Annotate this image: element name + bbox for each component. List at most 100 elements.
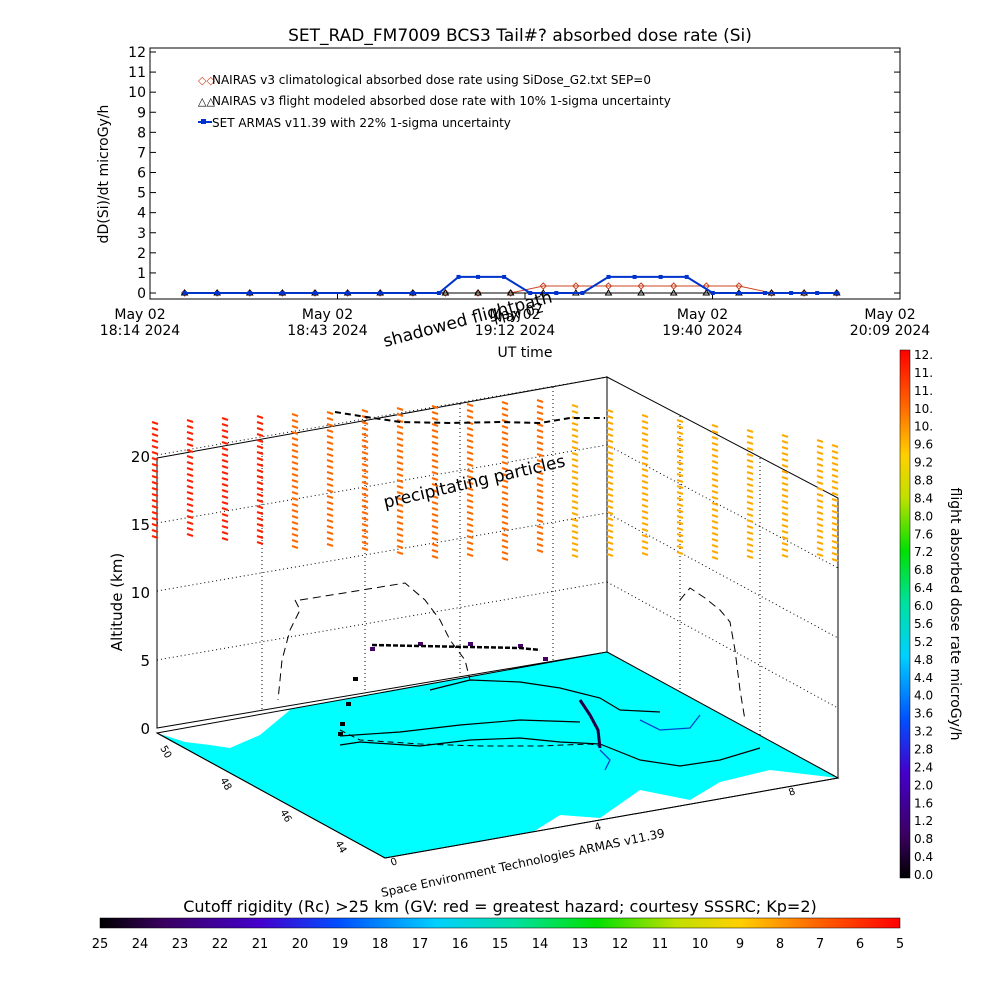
series-point	[763, 291, 767, 295]
particle-mark	[256, 451, 264, 455]
particle-mark	[571, 512, 579, 516]
particle-mark	[291, 527, 299, 531]
particle-mark	[746, 441, 754, 445]
series-point	[456, 274, 461, 279]
legend-label-nairas-flight: NAIRAS v3 flight modeled absorbed dose r…	[212, 94, 671, 108]
particle-mark	[501, 431, 509, 435]
front-edge-left	[156, 732, 386, 859]
particle-mark	[431, 489, 439, 493]
particle-mark	[711, 502, 719, 506]
flight-path-descent	[578, 699, 602, 749]
particle-mark	[536, 495, 544, 499]
particle-mark	[711, 448, 719, 452]
legend-item-nairas-flight: △△ NAIRAS v3 flight modeled absorbed dos…	[198, 94, 671, 108]
particle-mark	[746, 459, 754, 463]
ground-y-tick: 0	[389, 856, 399, 869]
dose-colorbar: 12. 11. 11. 10. 10. 9.6 9.2 8.8 8.4 8.0 7.6 7.2 6.8 6…	[899, 348, 963, 882]
particle-mark	[831, 552, 839, 556]
dose-colorbar-tick: 9.6	[914, 438, 933, 452]
rigidity-colorbar-tick: 10	[692, 937, 709, 952]
shadowed-flightpath-back	[334, 411, 605, 425]
particle-mark	[361, 433, 369, 437]
particle-mark	[326, 513, 334, 517]
particle-mark	[536, 549, 544, 553]
flight-path-point	[346, 702, 351, 706]
particle-mark	[501, 413, 509, 417]
particle-mark	[641, 432, 649, 436]
particle-mark	[816, 547, 824, 551]
series-point	[735, 282, 743, 290]
particle-mark	[536, 399, 544, 403]
particle-mark	[746, 495, 754, 499]
particle-mark	[571, 530, 579, 534]
particle-mark	[396, 503, 404, 507]
particle-mark	[221, 435, 229, 439]
particle-mark	[711, 490, 719, 494]
dose-colorbar-tick: 4.0	[914, 689, 933, 703]
particle-mark	[151, 475, 159, 479]
particle-mark	[361, 475, 369, 479]
particle-mark	[326, 429, 334, 433]
dose-colorbar-tick: 6.8	[914, 563, 933, 577]
particle-mark	[536, 471, 544, 475]
particle-mark	[431, 477, 439, 481]
particle-mark	[431, 549, 439, 553]
front-edge-right	[384, 777, 839, 859]
particle-mark	[501, 545, 509, 549]
particle-mark	[326, 537, 334, 541]
particle-mark	[536, 453, 544, 457]
particle-mark	[501, 425, 509, 429]
rigidity-colorbar-tick: 12	[612, 937, 629, 952]
particle-mark	[676, 497, 684, 501]
rigidity-colorbar-tick: 6	[856, 937, 864, 952]
shadowed-flightpath-right	[679, 587, 746, 721]
particle-mark	[501, 503, 509, 507]
particle-mark	[536, 543, 544, 547]
particle-mark	[361, 493, 369, 497]
dose-colorbar-tick: 2.8	[914, 742, 933, 756]
particle-mark	[831, 462, 839, 466]
particle-mark	[781, 530, 789, 534]
timeseries-xlabel: UT time	[498, 345, 553, 361]
y-tick-label: 2	[137, 246, 146, 262]
particle-mark	[746, 543, 754, 547]
legend-item-armas: SET ARMAS v11.39 with 22% 1-sigma uncert…	[198, 116, 511, 130]
particle-mark	[221, 531, 229, 535]
particle-mark	[781, 434, 789, 438]
particle-mark	[571, 518, 579, 522]
particle-mark	[256, 487, 264, 491]
particle-mark	[186, 485, 194, 489]
particle-mark	[361, 457, 369, 461]
particle-mark	[711, 460, 719, 464]
particle-mark	[571, 482, 579, 486]
particle-mark	[151, 529, 159, 533]
particle-mark	[431, 501, 439, 505]
particle-mark	[641, 534, 649, 538]
particle-mark	[396, 497, 404, 501]
particle-mark	[221, 417, 229, 421]
series-point	[834, 291, 839, 295]
particle-mark	[396, 455, 404, 459]
particle-mark	[781, 440, 789, 444]
particle-mark	[711, 424, 719, 428]
particle-mark	[396, 425, 404, 429]
particle-mark	[221, 537, 229, 541]
particle-mark	[466, 439, 474, 443]
y-tick-label: 12	[128, 45, 146, 61]
dose-colorbar-tick: 11.	[914, 384, 933, 398]
dose-colorbar-tick: 2.0	[914, 778, 933, 792]
particle-mark	[641, 420, 649, 424]
y-tick-label: 8	[137, 125, 146, 141]
altitude-tick-label: 15	[131, 516, 150, 534]
particle-mark	[431, 447, 439, 451]
particle-mark	[326, 519, 334, 523]
particle-mark	[606, 445, 614, 449]
series-point	[684, 274, 689, 279]
altitude-tick-label: 10	[131, 584, 150, 602]
particle-mark	[606, 427, 614, 431]
x-tick-date: May 02	[489, 307, 540, 323]
particle-mark	[396, 491, 404, 495]
altitude-tick-label: 0	[140, 720, 150, 738]
particle-mark	[571, 470, 579, 474]
rigidity-colorbar: Cutoff rigidity (Rc) >25 km (GV: red = g…	[92, 897, 904, 952]
